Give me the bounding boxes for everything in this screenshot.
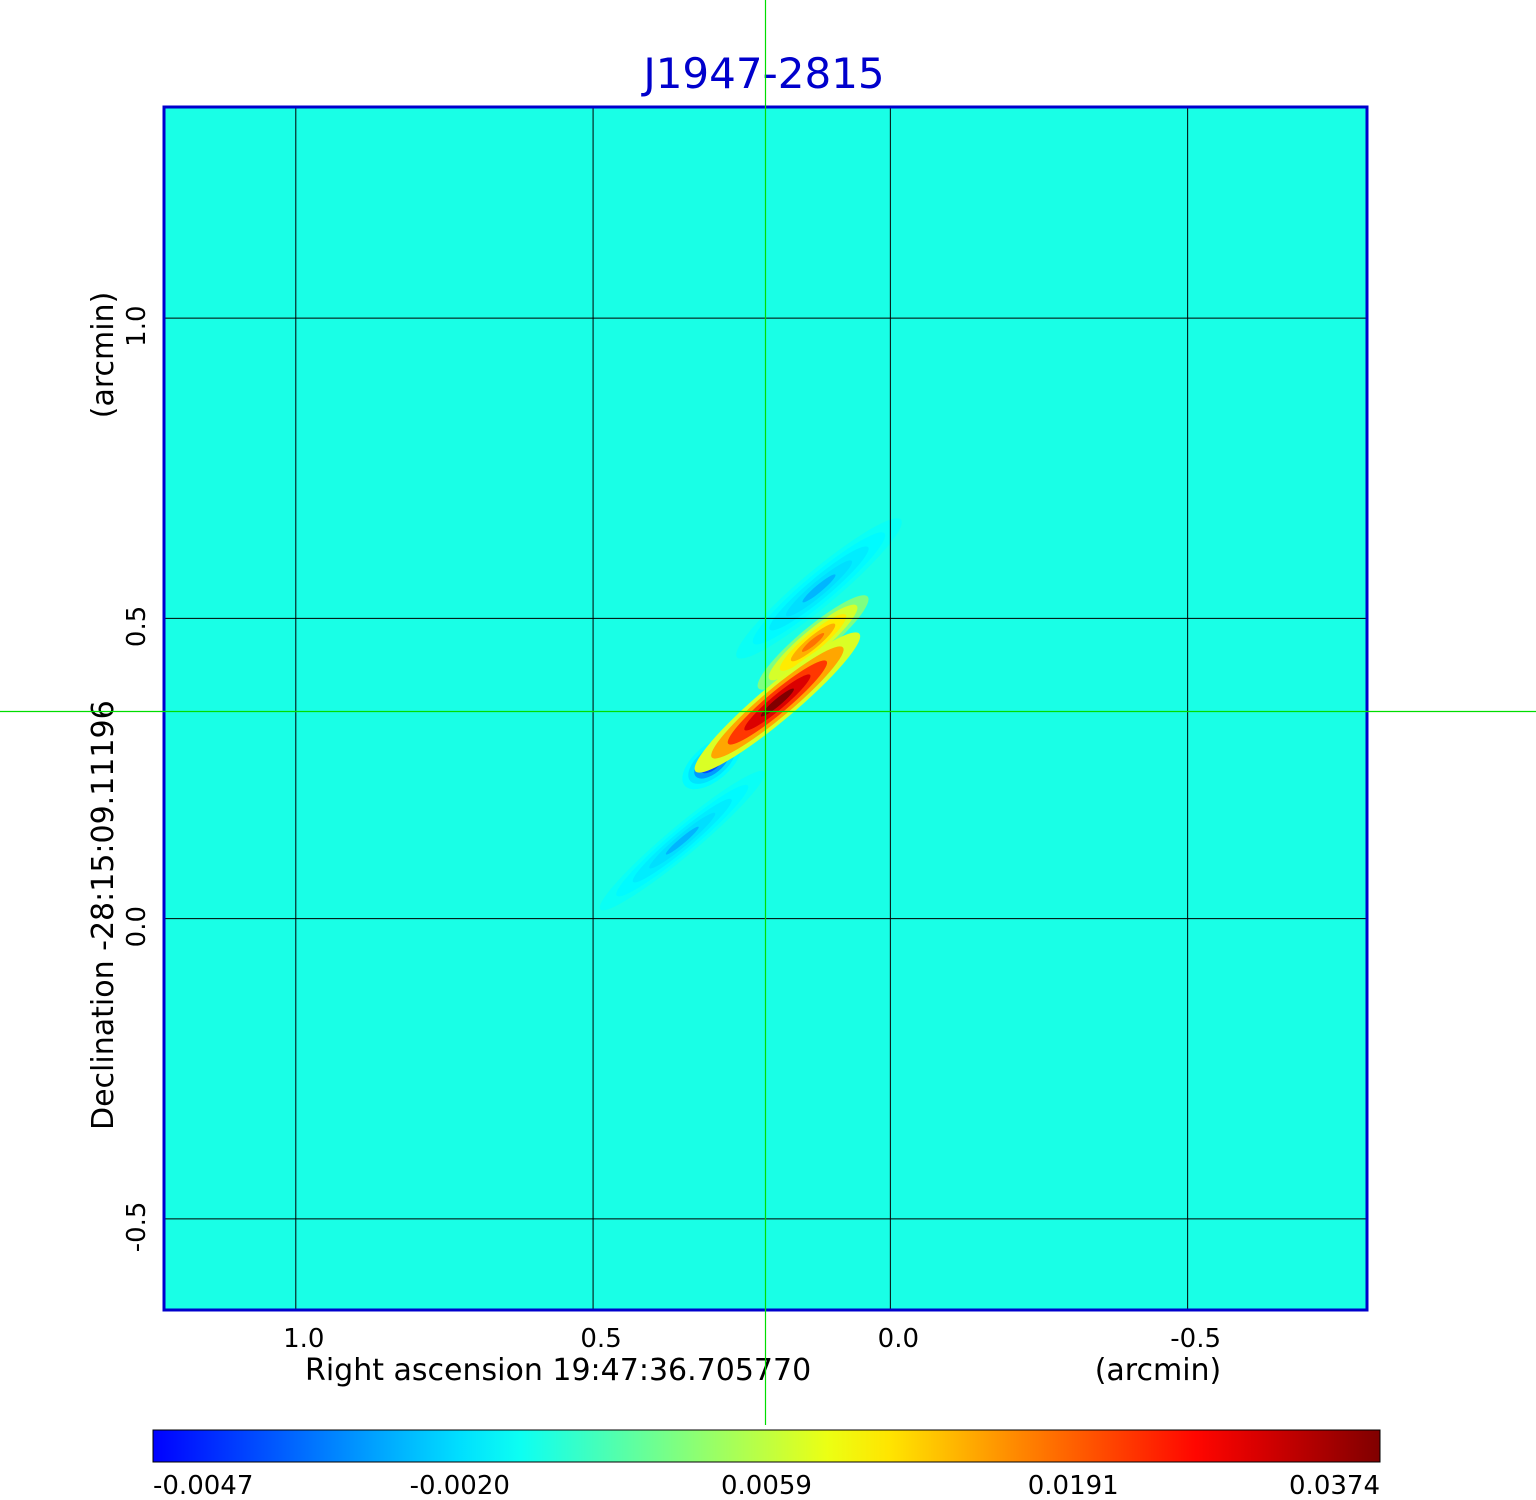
y-tick-labels: 1.0 0.5 0.0 -0.5 — [122, 305, 152, 1252]
y-axis-label: Declination -28:15:09.11196 — [86, 700, 121, 1130]
chart-title: J1947-2815 — [640, 49, 884, 98]
y-axis-unit: (arcmin) — [86, 292, 121, 419]
colorbar-tick-label: 0.0059 — [721, 1471, 812, 1500]
colorbar: -0.0047 -0.0020 0.0059 0.0191 0.0374 — [152, 1429, 1381, 1500]
colorbar-tick-label: -0.0047 — [153, 1471, 253, 1500]
y-tick-label: 0.0 — [122, 906, 152, 947]
feature-negative-stripe — [599, 770, 765, 911]
x-tick-label: 1.0 — [283, 1324, 324, 1354]
emission-features — [599, 518, 902, 911]
x-tick-label: -0.5 — [1170, 1324, 1221, 1354]
colorbar-tick-label: 0.0374 — [1289, 1471, 1380, 1500]
colorbar-tick-label: -0.0020 — [410, 1471, 510, 1500]
x-axis-label: Right ascension 19:47:36.705770 — [305, 1353, 811, 1388]
x-tick-labels: 1.0 0.5 0.0 -0.5 — [283, 1324, 1221, 1354]
crosshair — [0, 0, 1536, 1425]
feature-positive-peak — [694, 632, 861, 773]
feature-contour — [801, 632, 825, 652]
feature-contour — [665, 826, 699, 855]
y-tick-label: -0.5 — [122, 1202, 152, 1253]
x-tick-label: 0.0 — [878, 1324, 919, 1354]
colorbar-tick-label: 0.0191 — [1028, 1471, 1119, 1500]
colorbar-gradient — [152, 1429, 1381, 1463]
feature-negative-stripe — [736, 518, 902, 659]
x-axis-unit: (arcmin) — [1095, 1353, 1222, 1388]
x-tick-label: 0.5 — [580, 1324, 621, 1354]
feature-contour — [802, 574, 836, 603]
y-tick-label: 0.5 — [122, 606, 152, 647]
y-tick-label: 1.0 — [122, 305, 152, 346]
feature-contour — [760, 688, 794, 717]
colorbar-tick-labels: -0.0047 -0.0020 0.0059 0.0191 0.0374 — [153, 1471, 1380, 1500]
feature-positive-wing — [757, 595, 869, 690]
